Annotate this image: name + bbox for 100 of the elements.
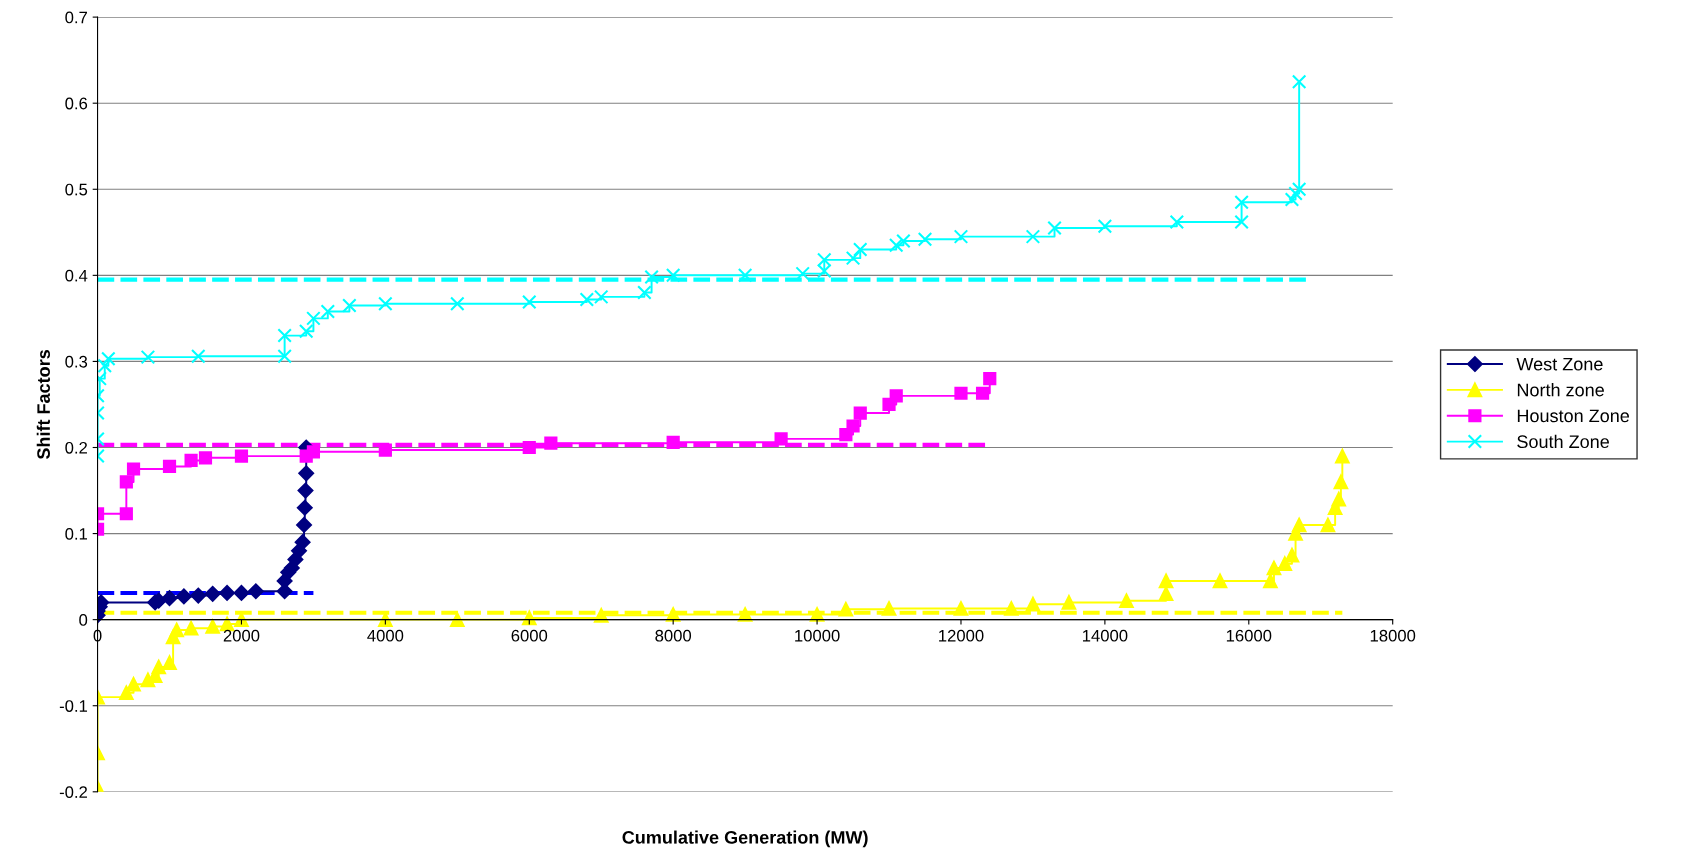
point bbox=[277, 348, 292, 364]
legend-label: South Zone bbox=[1517, 434, 1609, 449]
point bbox=[204, 585, 221, 602]
point bbox=[737, 268, 753, 283]
legend-label: North zone bbox=[1517, 383, 1604, 397]
point bbox=[1234, 194, 1249, 210]
x-tick-label: 6000 bbox=[511, 629, 548, 642]
point bbox=[544, 436, 558, 450]
y-tick-label: 0.4 bbox=[65, 269, 88, 282]
point bbox=[917, 231, 933, 247]
point bbox=[1004, 601, 1019, 616]
point bbox=[1025, 229, 1041, 244]
point bbox=[191, 348, 206, 364]
point bbox=[247, 583, 264, 600]
point bbox=[1266, 560, 1282, 576]
point bbox=[190, 587, 207, 604]
y-tick-label: 0.3 bbox=[65, 355, 88, 368]
point bbox=[1277, 556, 1293, 571]
point bbox=[809, 607, 825, 622]
point bbox=[219, 585, 235, 601]
x-tick-label: 8000 bbox=[655, 629, 692, 642]
point bbox=[846, 419, 860, 433]
point bbox=[1291, 517, 1307, 533]
point bbox=[852, 242, 868, 257]
point bbox=[1331, 491, 1347, 507]
point bbox=[838, 602, 854, 617]
point bbox=[816, 252, 832, 268]
x-tick-label: 10000 bbox=[795, 629, 840, 642]
point bbox=[881, 601, 897, 616]
point bbox=[378, 612, 393, 627]
x-axis-title: Cumulative Generation (MW) bbox=[622, 830, 868, 848]
point bbox=[889, 389, 903, 403]
x-tick-label: 4000 bbox=[367, 629, 404, 642]
point bbox=[1047, 220, 1062, 236]
point bbox=[1284, 547, 1300, 563]
point bbox=[298, 324, 314, 339]
point bbox=[97, 358, 113, 374]
point bbox=[1169, 214, 1185, 230]
x-tick-label: 2000 bbox=[223, 629, 260, 642]
legend-label: Houston Zone bbox=[1517, 409, 1630, 423]
point bbox=[306, 445, 321, 459]
point bbox=[953, 601, 969, 616]
point bbox=[205, 619, 220, 634]
point bbox=[1333, 474, 1349, 490]
point bbox=[119, 475, 133, 489]
point bbox=[774, 432, 788, 446]
x-tick-label: 18000 bbox=[1370, 629, 1416, 642]
point bbox=[306, 311, 321, 326]
point bbox=[378, 296, 393, 312]
point bbox=[1025, 596, 1041, 612]
point bbox=[1061, 595, 1077, 610]
y-tick-label: 0.2 bbox=[65, 441, 87, 454]
point bbox=[954, 386, 968, 400]
y-tick-label: 0 bbox=[79, 614, 88, 626]
point bbox=[1158, 586, 1174, 602]
point bbox=[521, 294, 537, 310]
point bbox=[1291, 181, 1307, 197]
point bbox=[1291, 74, 1307, 89]
point bbox=[1263, 573, 1278, 589]
point bbox=[298, 465, 315, 482]
point bbox=[983, 372, 997, 386]
point bbox=[119, 507, 133, 521]
point bbox=[184, 453, 198, 468]
point bbox=[126, 462, 141, 476]
y-tick-label: -0.2 bbox=[59, 786, 87, 798]
point bbox=[896, 233, 911, 249]
point bbox=[450, 612, 465, 627]
point bbox=[183, 620, 199, 636]
point bbox=[119, 685, 134, 701]
point bbox=[795, 266, 810, 281]
point bbox=[233, 585, 250, 601]
point bbox=[853, 406, 867, 420]
y-tick-label: -0.1 bbox=[59, 700, 88, 712]
point bbox=[450, 296, 465, 312]
x-tick-label: 12000 bbox=[939, 629, 984, 642]
point bbox=[169, 622, 184, 638]
point bbox=[593, 608, 609, 623]
point bbox=[1158, 573, 1174, 589]
point bbox=[320, 304, 336, 319]
point bbox=[234, 612, 249, 627]
point bbox=[816, 263, 832, 279]
point bbox=[296, 499, 313, 516]
point bbox=[665, 607, 681, 622]
point bbox=[637, 285, 652, 300]
point bbox=[737, 607, 753, 622]
point bbox=[666, 435, 680, 449]
point bbox=[101, 351, 116, 367]
y-tick-label: 0.1 bbox=[65, 527, 88, 540]
y-axis-title: Shift Factors bbox=[36, 350, 50, 460]
point bbox=[151, 659, 167, 675]
point bbox=[845, 250, 861, 266]
point bbox=[521, 610, 537, 626]
point bbox=[888, 237, 904, 253]
point bbox=[126, 676, 141, 692]
point bbox=[234, 449, 249, 463]
point bbox=[522, 440, 536, 455]
y-tick-label: 0.6 bbox=[65, 97, 88, 110]
point bbox=[1335, 448, 1350, 464]
point bbox=[277, 328, 292, 343]
point bbox=[1212, 573, 1228, 589]
